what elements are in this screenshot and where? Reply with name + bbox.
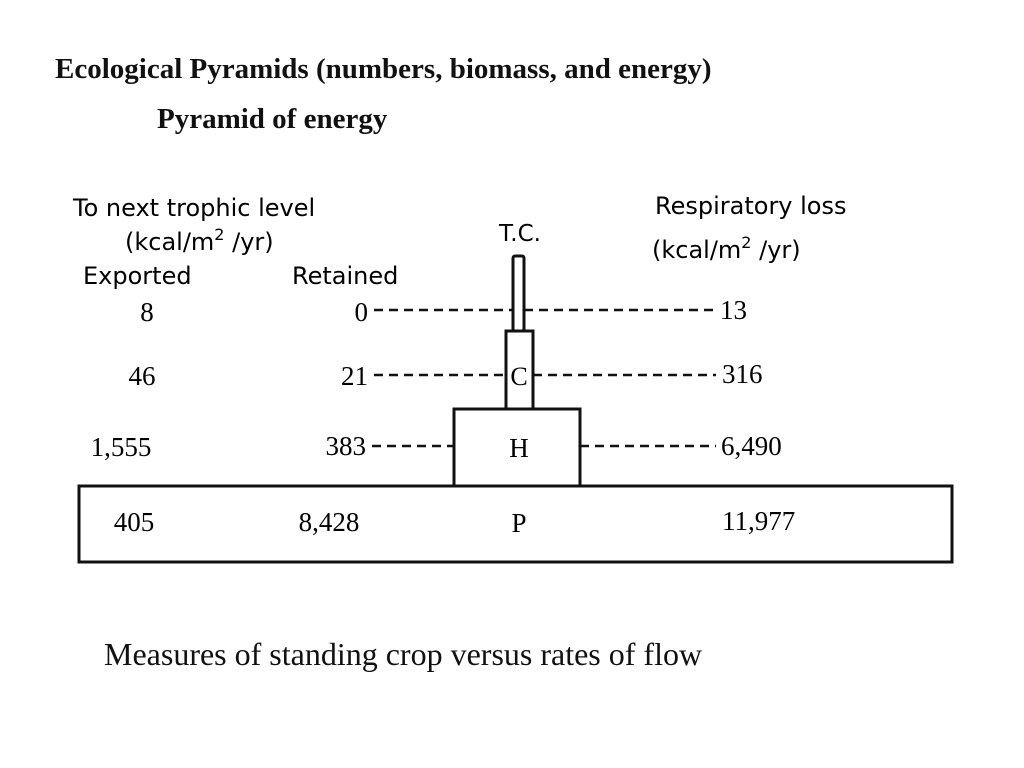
- right-header-line1: Respiratory loss: [655, 192, 847, 220]
- carnivore-respiratory-value: 316: [722, 359, 763, 389]
- herbivore-exported-value: 1,555: [91, 432, 152, 462]
- left-header-line2: (kcal/m2 /yr): [125, 225, 274, 256]
- top-carnivore-label: T.C.: [498, 221, 541, 247]
- herbivore-retained-value: 383: [326, 431, 367, 461]
- carnivore-exported-value: 46: [129, 361, 156, 391]
- slide-caption: Measures of standing crop versus rates o…: [104, 636, 703, 672]
- left-header-line1: To next trophic level: [72, 194, 315, 222]
- producer-exported-value: 405: [114, 507, 155, 537]
- carnivore-level-label: C: [510, 362, 527, 391]
- producer-retained-value: 8,428: [299, 507, 360, 537]
- carnivore-retained-value: 21: [341, 361, 368, 391]
- right-header-line2: (kcal/m2 /yr): [652, 233, 801, 264]
- top-carnivore-respiratory-value: 13: [720, 295, 747, 325]
- producer-level-label: P: [511, 508, 526, 538]
- herbivore-level-label: H: [509, 433, 529, 463]
- exported-column-header: Exported: [83, 262, 192, 290]
- top-carnivore-exported-value: 8: [140, 297, 154, 327]
- producer-respiratory-value: 11,977: [722, 506, 795, 536]
- slide-title: Ecological Pyramids (numbers, biomass, a…: [55, 53, 712, 85]
- top-carnivore-level-box: [511, 254, 526, 333]
- herbivore-respiratory-value: 6,490: [721, 431, 782, 461]
- retained-column-header: Retained: [292, 262, 398, 290]
- slide-subtitle: Pyramid of energy: [157, 103, 388, 135]
- top-carnivore-retained-value: 0: [355, 297, 369, 327]
